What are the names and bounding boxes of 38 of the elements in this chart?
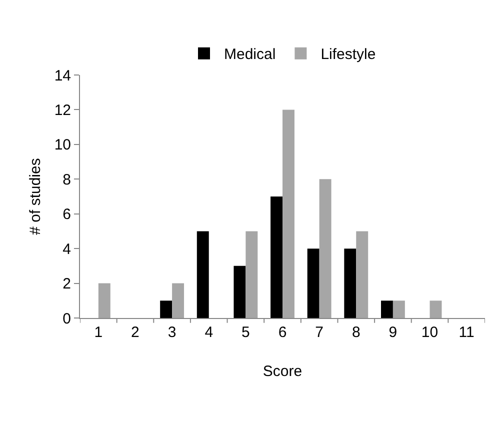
legend-label: Lifestyle [320,46,376,64]
x-tick-label: 6 [278,324,287,341]
x-tick-label: 7 [315,324,324,341]
x-tick-label: 4 [204,324,214,341]
bar [160,300,172,318]
y-tick-label: 8 [62,171,71,188]
bar [319,179,332,318]
y-axis-title: # of studies [27,158,44,235]
bar [356,231,368,318]
y-tick-label: 6 [62,206,71,224]
legend-label: Medical [224,46,276,64]
bar [430,300,442,318]
x-tick-label: 5 [242,324,250,341]
bar [98,283,110,318]
bar [344,248,356,318]
y-tick-label: 0 [62,310,71,328]
y-tick-label: 14 [54,67,71,84]
y-tick-label: 10 [54,136,71,154]
bar [307,248,320,318]
bar [282,110,294,318]
y-tick-label: 4 [62,240,71,258]
bar [392,300,405,318]
bar [380,300,393,318]
bar [172,283,184,318]
y-tick-label: 2 [62,276,71,293]
bar [270,196,282,318]
x-tick-label: 10 [421,324,438,341]
bar [246,231,258,318]
y-tick-label: 12 [54,102,71,119]
x-tick-label: 2 [131,324,140,341]
bar [234,266,246,318]
x-tick-label: 3 [168,324,176,341]
x-tick-label: 9 [388,324,398,341]
x-tick-label: 11 [458,324,474,341]
x-tick-label: 1 [94,324,103,341]
x-tick-label: 8 [352,324,360,341]
bar [196,231,209,318]
x-axis-title: Score [262,363,302,380]
